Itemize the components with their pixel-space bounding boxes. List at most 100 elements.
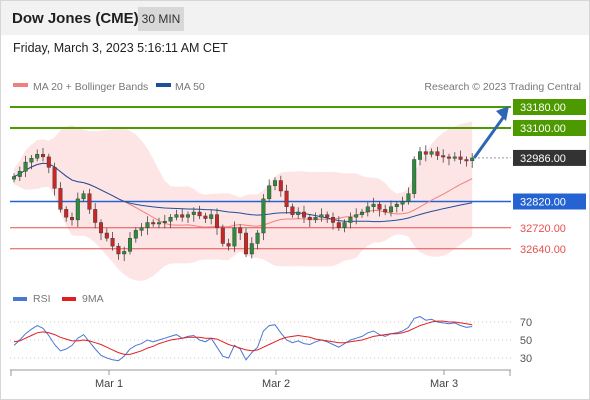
candle-body (470, 157, 475, 162)
rsi-ma-line (13, 320, 473, 355)
candle-body (325, 214, 330, 218)
ma20-legend-swatch (13, 83, 28, 87)
candle-body (418, 151, 423, 160)
level-label-32820: 32820.00 (520, 197, 566, 209)
candle-body (41, 154, 46, 158)
candle-body (116, 245, 121, 255)
candle-body (214, 214, 219, 228)
candle-body (220, 227, 225, 244)
candle-body (383, 209, 388, 213)
candle-body (278, 180, 283, 192)
candle-body (180, 214, 185, 218)
candle-body (435, 151, 440, 156)
rsi-legend-swatch (13, 297, 27, 301)
candle-body (441, 155, 446, 158)
candle-body (58, 188, 63, 210)
candle-body (23, 161, 28, 172)
candle-body (284, 190, 289, 207)
candle-body (145, 222, 150, 228)
level-label-32720: 32720.00 (520, 223, 566, 235)
candle-body (307, 217, 312, 221)
candle-body (302, 211, 307, 218)
candle-body (174, 214, 179, 218)
candle-body (17, 171, 22, 177)
candle-body (365, 206, 370, 213)
candle-body (394, 203, 399, 207)
x-axis: Mar 1 Mar 2 Mar 3 (10, 369, 511, 390)
level-tag-33100 (513, 120, 586, 136)
candle-body (133, 230, 138, 239)
candle-body (447, 156, 452, 159)
rsi-tick-30: 30 (520, 353, 532, 365)
level-tag-32986 (513, 149, 586, 166)
candle-body (52, 167, 57, 189)
candle-body (209, 214, 214, 219)
x-tick-label: Mar 3 (430, 378, 458, 390)
candle-body (331, 217, 336, 223)
candle-body (226, 243, 231, 247)
timeframe-button[interactable]: 30 MIN (138, 7, 184, 31)
candle-body (122, 251, 127, 255)
candle-body (458, 156, 463, 160)
candle-body (400, 201, 405, 205)
ma50-legend-swatch (156, 83, 171, 87)
candle-body (342, 222, 347, 228)
candle-body (255, 232, 260, 244)
candle-body (191, 211, 196, 215)
candle-body (243, 232, 248, 255)
timestamp: Friday, March 3, 2023 5:16:11 AM CET (13, 41, 228, 55)
candle-body (29, 157, 34, 163)
watermark: Research © 2023 Trading Central (424, 81, 581, 93)
candle-body (238, 227, 243, 234)
candle-body (261, 198, 266, 234)
candle-body (406, 193, 411, 202)
candle-body (185, 214, 190, 218)
level-label-33180: 33180.00 (520, 102, 566, 114)
chart-header: Dow Jones (CME) 30 MIN (1, 1, 589, 35)
price-panel: 33180.00 33100.00 32986.00 32820.00 32720.00… (10, 99, 586, 281)
candle-body (232, 227, 237, 247)
candle-body (273, 180, 278, 186)
candle-body (249, 243, 254, 255)
candle-body (93, 209, 98, 223)
candle-body (267, 185, 272, 200)
ma50-legend-label: MA 50 (175, 81, 205, 93)
candle-body (98, 222, 103, 234)
candle-body (348, 217, 353, 223)
level-label-33100: 33100.00 (520, 123, 566, 135)
rsi-ma-legend-swatch (62, 297, 76, 301)
rsi-tick-70: 70 (520, 317, 532, 329)
forecast-arrow-head (496, 106, 509, 121)
candle-body (290, 206, 295, 215)
rsi-legend-label: RSI (33, 293, 51, 305)
candle-body (389, 206, 394, 213)
candle-body (75, 198, 80, 221)
rsi-ma-legend-label: 9MA (82, 293, 104, 305)
instrument-title: Dow Jones (CME) (12, 10, 139, 27)
candle-body (319, 214, 324, 218)
candle-body (104, 232, 109, 239)
candle-body (127, 238, 132, 252)
level-tag-32820 (513, 193, 586, 210)
candle-body (313, 217, 318, 221)
candle-body (296, 211, 301, 215)
candle-body (162, 220, 167, 223)
candle-body (429, 151, 434, 155)
candle-body (452, 156, 457, 159)
candle-body (69, 217, 74, 221)
candle-body (412, 159, 417, 194)
rsi-tick-50: 50 (520, 335, 532, 347)
candle-body (139, 227, 144, 231)
candle-body (168, 217, 173, 222)
ma20-legend-label: MA 20 + Bollinger Bands (33, 81, 148, 93)
candle-body (110, 238, 115, 247)
level-label-32986: 32986.00 (520, 153, 566, 165)
candle-body (35, 154, 40, 159)
x-tick-label: Mar 2 (262, 378, 290, 390)
candle-body (11, 176, 16, 180)
forecast-arrow-shaft (472, 114, 507, 159)
level-tag-33180 (513, 99, 586, 115)
candle-body (377, 203, 382, 210)
level-label-32640: 32640.00 (520, 244, 566, 256)
candle-body (151, 222, 156, 225)
